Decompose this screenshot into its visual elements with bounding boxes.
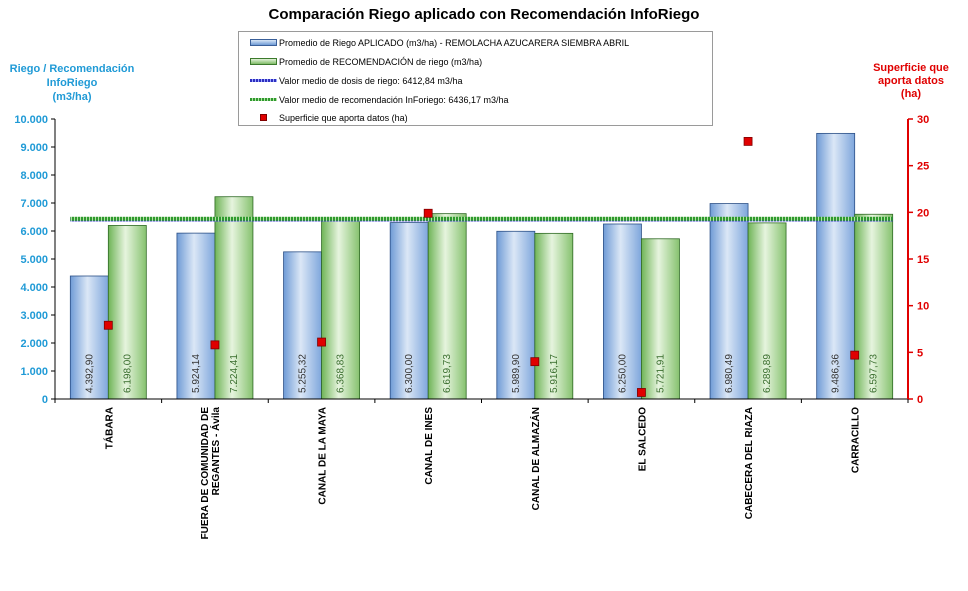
y2-tick-label: 10 [917, 301, 929, 313]
data-label: 6.300,00 [404, 354, 415, 393]
surface-point [210, 340, 220, 350]
y2-tick-label: 25 [917, 161, 929, 173]
bar-applied [69, 275, 109, 400]
bar-recommendation [854, 213, 894, 400]
surface-point [743, 136, 753, 146]
surface-point [317, 337, 326, 347]
legend-label: Promedio de RECOMENDACIÓN de riego (m3/h… [279, 57, 483, 67]
category-label: REGANTES - Ávila [209, 407, 222, 496]
bar-recommendation [321, 220, 360, 400]
category-label: CARRACILLO [851, 407, 862, 473]
bar-applied [389, 222, 429, 400]
y-axis-title-line: Riego / Recomendación [9, 63, 135, 75]
y-tick-label: 1.000 [20, 366, 48, 378]
bar-recommendation [641, 238, 680, 400]
y2-axis-title-line: Superficie que [873, 62, 949, 74]
legend-swatch-surface [260, 114, 267, 121]
y2-tick-label: 30 [917, 114, 929, 126]
category-label: CABECERA DEL RIAZA [744, 407, 755, 519]
bar-applied [176, 232, 216, 400]
data-label: 5.255,32 [298, 354, 309, 393]
bar-applied [496, 230, 536, 400]
data-label: 6.597,73 [869, 354, 880, 393]
surface-point [637, 388, 646, 397]
y2-tick-label: 15 [917, 254, 929, 266]
legend-swatch-applied [250, 39, 277, 46]
surface-point [423, 208, 433, 218]
legend-item-recommendation: Promedio de RECOMENDACIÓN de riego (m3/h… [250, 55, 483, 69]
category-label: TÁBARA [102, 407, 115, 449]
legend-swatch-mean-recommendation [250, 98, 277, 101]
category-label: FUERA DE COMUNIDAD DE [200, 407, 211, 540]
legend-item-surface: Superficie que aporta datos (ha) [260, 111, 408, 125]
legend-label: Superficie que aporta datos (ha) [279, 113, 408, 123]
y-tick-label: 10.000 [14, 114, 48, 126]
y-tick-label: 4.000 [20, 282, 48, 294]
data-label: 5.721,91 [655, 354, 666, 393]
legend-label: Valor medio de dosis de riego: 6412,84 m… [279, 76, 463, 86]
category-label: CANAL DE ALMAZÁN [529, 407, 542, 510]
data-label: 5.924,14 [191, 354, 202, 393]
bar-recommendation [534, 232, 574, 400]
data-label: 4.392,90 [84, 354, 95, 393]
y-tick-label: 5.000 [20, 254, 48, 266]
data-label: 7.224,41 [229, 354, 240, 393]
y-axis-title: Riego / Recomendación InfoRiego (m3/ha) [2, 62, 142, 104]
y-tick-label: 9.000 [20, 142, 48, 154]
y2-axis-title: Superficie que aporta datos (ha) [862, 62, 960, 101]
y-tick-label: 0 [42, 394, 48, 406]
y-tick-label: 8.000 [20, 170, 48, 182]
mean-recommendation-line [70, 216, 893, 221]
y2-axis-title-line: (ha) [900, 88, 922, 100]
category-label: CANAL DE LA MAYA [318, 407, 329, 505]
y2-axis-title-line: aporta datos [877, 75, 944, 87]
legend-label: Promedio de Riego APLICADO (m3/ha) - REM… [279, 38, 630, 48]
legend-item-applied: Promedio de Riego APLICADO (m3/ha) - REM… [250, 36, 630, 50]
surface-point [530, 357, 540, 367]
data-label: 6.289,89 [762, 354, 773, 393]
surface-point [850, 350, 860, 360]
legend-label: Valor medio de recomendación InForiego: … [279, 95, 509, 105]
legend-item-mean-applied: Valor medio de dosis de riego: 6412,84 m… [250, 74, 463, 88]
data-label: 9.486,36 [831, 354, 842, 393]
bar-recommendation [107, 225, 147, 400]
surface-point [103, 320, 113, 330]
y-tick-label: 3.000 [20, 310, 48, 322]
data-label: 6.250,00 [617, 354, 628, 393]
data-label: 5.989,90 [511, 354, 522, 393]
y2-tick-label: 20 [917, 207, 929, 219]
bar-recommendation [214, 196, 254, 400]
bar-recommendation [427, 213, 467, 400]
y-tick-label: 2.000 [20, 338, 48, 350]
y-tick-label: 7.000 [20, 198, 48, 210]
data-label: 5.916,17 [549, 354, 560, 393]
bar-recommendation [747, 222, 787, 400]
legend-item-mean-recommendation: Valor medio de recomendación InForiego: … [250, 93, 509, 107]
legend-swatch-mean-applied [250, 79, 277, 82]
bar-applied [709, 203, 749, 400]
y-axis-title-line: InfoRiego [46, 77, 98, 89]
y2-tick-label: 5 [917, 347, 923, 359]
y-axis-title-line: (m3/ha) [52, 91, 92, 103]
category-label: EL SALCEDO [637, 407, 648, 471]
data-label: 6.980,49 [724, 354, 735, 393]
data-label: 6.619,73 [442, 354, 453, 393]
y2-tick-label: 0 [917, 394, 923, 406]
chart-legend: Promedio de Riego APLICADO (m3/ha) - REM… [238, 31, 713, 126]
data-label: 6.368,83 [336, 354, 347, 393]
category-label: CANAL DE INES [424, 407, 435, 485]
y-tick-label: 6.000 [20, 226, 48, 238]
data-label: 6.198,00 [122, 354, 133, 393]
legend-swatch-recommendation [250, 58, 277, 65]
chart-title: Comparación Riego aplicado con Recomenda… [268, 6, 700, 23]
